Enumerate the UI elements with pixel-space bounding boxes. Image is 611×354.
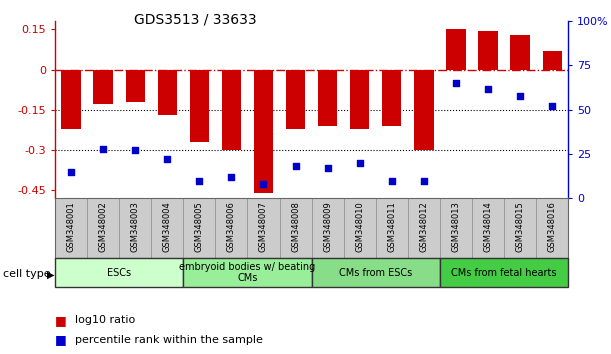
- Point: [227, 174, 236, 180]
- Text: GSM348007: GSM348007: [259, 201, 268, 252]
- Bar: [55, 258, 183, 287]
- Point: [194, 178, 204, 183]
- Text: GSM348002: GSM348002: [98, 201, 108, 252]
- Text: log10 ratio: log10 ratio: [75, 315, 135, 325]
- Point: [483, 86, 493, 91]
- Bar: [478, 31, 497, 69]
- Point: [291, 164, 301, 169]
- Text: ■: ■: [55, 333, 67, 346]
- Bar: [93, 69, 113, 104]
- Point: [130, 148, 140, 153]
- Text: ■: ■: [55, 314, 67, 327]
- Point: [547, 103, 557, 109]
- Point: [387, 178, 397, 183]
- Text: GSM348012: GSM348012: [419, 201, 428, 252]
- Point: [323, 165, 332, 171]
- Text: GSM348014: GSM348014: [483, 201, 492, 252]
- Text: GSM348015: GSM348015: [516, 201, 525, 252]
- Point: [515, 93, 525, 98]
- Bar: [414, 69, 433, 150]
- Bar: [382, 69, 401, 126]
- Bar: [190, 69, 209, 142]
- Bar: [440, 258, 568, 287]
- Text: GSM348013: GSM348013: [452, 201, 461, 252]
- Text: percentile rank within the sample: percentile rank within the sample: [75, 335, 262, 345]
- Text: ESCs: ESCs: [107, 268, 131, 278]
- Point: [66, 169, 76, 175]
- Text: GSM348001: GSM348001: [67, 201, 76, 252]
- Bar: [350, 69, 369, 129]
- Text: GSM348016: GSM348016: [547, 201, 557, 252]
- Point: [258, 181, 268, 187]
- Text: GSM348005: GSM348005: [195, 201, 204, 252]
- Bar: [222, 69, 241, 150]
- Bar: [61, 69, 81, 129]
- Text: GSM348003: GSM348003: [131, 201, 140, 252]
- Bar: [183, 258, 312, 287]
- Text: GSM348009: GSM348009: [323, 201, 332, 252]
- Text: embryoid bodies w/ beating
CMs: embryoid bodies w/ beating CMs: [180, 262, 315, 284]
- Text: cell type: cell type: [3, 269, 51, 279]
- Text: GSM348011: GSM348011: [387, 201, 397, 252]
- Point: [98, 146, 108, 152]
- Bar: [511, 35, 530, 69]
- Point: [355, 160, 365, 166]
- Bar: [286, 69, 305, 129]
- Bar: [318, 69, 337, 126]
- Bar: [446, 29, 466, 69]
- Text: GSM348008: GSM348008: [291, 201, 300, 252]
- Bar: [158, 69, 177, 115]
- Text: GSM348004: GSM348004: [163, 201, 172, 252]
- Bar: [126, 69, 145, 102]
- Text: GDS3513 / 33633: GDS3513 / 33633: [134, 12, 257, 27]
- Text: GSM348010: GSM348010: [355, 201, 364, 252]
- Text: GSM348006: GSM348006: [227, 201, 236, 252]
- Bar: [254, 69, 273, 193]
- Text: CMs from ESCs: CMs from ESCs: [339, 268, 412, 278]
- Text: ▶: ▶: [47, 269, 54, 279]
- Bar: [543, 51, 562, 69]
- Point: [419, 178, 429, 183]
- Bar: [312, 258, 440, 287]
- Text: CMs from fetal hearts: CMs from fetal hearts: [452, 268, 557, 278]
- Point: [163, 156, 172, 162]
- Point: [451, 80, 461, 86]
